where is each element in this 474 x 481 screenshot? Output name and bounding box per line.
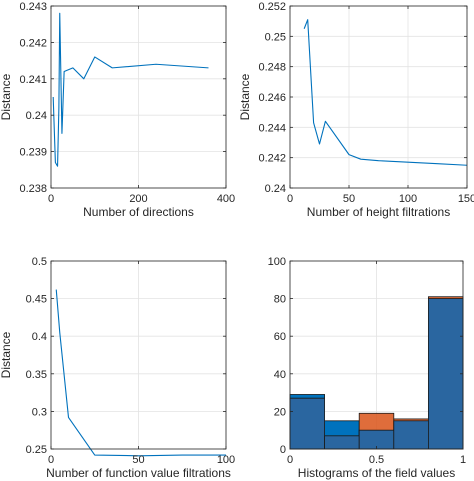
chart-3: 0 50 100 0.25 0.3 0.35 0.4 0.45 0.5 Number of fun… <box>0 256 235 480</box>
x-tick-label: 150 <box>458 193 474 205</box>
x-tick-label: 400 <box>217 193 235 205</box>
y-tick-label: 0.241 <box>19 74 47 86</box>
chart-4: 0 0.5 1 0 20 40 60 80 100 Histograms of the field… <box>268 256 466 480</box>
y-tick-label: 0.24 <box>265 183 286 195</box>
y-axis-label: Distance <box>0 73 13 120</box>
y-tick-label: 0.243 <box>19 1 47 13</box>
y-tick-label: 0.25 <box>265 31 286 43</box>
histogram-overlap-bar <box>324 435 360 450</box>
y-tick-label: 100 <box>268 256 286 268</box>
y-tick-label: 0 <box>280 444 286 456</box>
series-line <box>303 19 468 166</box>
x-tick-label: 50 <box>343 193 355 205</box>
y-tick-label: 0.45 <box>26 294 47 306</box>
x-axis-label: Number of function value filtrations <box>46 466 231 480</box>
y-tick-label: 0.3 <box>32 406 47 418</box>
x-tick-label: 0.5 <box>369 454 384 466</box>
x-tick-label: 100 <box>399 193 417 205</box>
y-tick-label: 0.252 <box>258 1 286 13</box>
y-tick-label: 60 <box>274 331 286 343</box>
series-line <box>52 12 209 167</box>
x-tick-label: 0 <box>48 193 54 205</box>
x-tick-label: 1 <box>460 454 466 466</box>
x-tick-label: 100 <box>217 454 235 466</box>
histogram-overlap-bar <box>289 397 325 450</box>
chart-2: 0 50 100 150 0.24 0.242 0.244 0.246 0.248 0.25 0.2… <box>238 1 474 219</box>
y-tick-label: 0.35 <box>26 369 47 381</box>
y-tick-label: 20 <box>274 406 286 418</box>
y-tick-label: 0.5 <box>32 256 47 268</box>
y-axis-label: Distance <box>0 331 13 378</box>
x-tick-label: 0 <box>48 454 54 466</box>
y-tick-label: 0.24 <box>26 110 47 122</box>
histogram-overlap-bar <box>393 420 429 450</box>
y-tick-label: 0.239 <box>19 147 47 159</box>
series-line <box>55 289 226 457</box>
chart-1: 0 200 400 0.238 0.239 0.24 0.241 0.242 0.243 Numb… <box>0 1 235 219</box>
x-tick-label: 0 <box>287 193 293 205</box>
x-tick-label: 50 <box>132 454 144 466</box>
y-tick-label: 0.25 <box>26 444 47 456</box>
y-axis-label: Distance <box>238 73 252 120</box>
x-tick-label: 200 <box>129 193 147 205</box>
y-tick-label: 40 <box>274 369 286 381</box>
histogram-overlap-bar <box>427 298 464 450</box>
y-tick-label: 0.242 <box>19 37 47 49</box>
y-tick-label: 0.4 <box>32 331 47 343</box>
y-tick-label: 0.242 <box>258 153 286 165</box>
y-tick-label: 80 <box>274 294 286 306</box>
x-axis-label: Histograms of the field values <box>298 466 455 480</box>
y-tick-label: 0.248 <box>258 62 286 74</box>
x-tick-label: 0 <box>287 454 293 466</box>
y-tick-label: 0.244 <box>258 122 286 134</box>
y-tick-label: 0.246 <box>258 92 286 104</box>
x-axis-label: Number of height filtrations <box>307 205 450 219</box>
y-tick-label: 0.238 <box>19 183 47 195</box>
x-axis-label: Number of directions <box>83 205 194 219</box>
